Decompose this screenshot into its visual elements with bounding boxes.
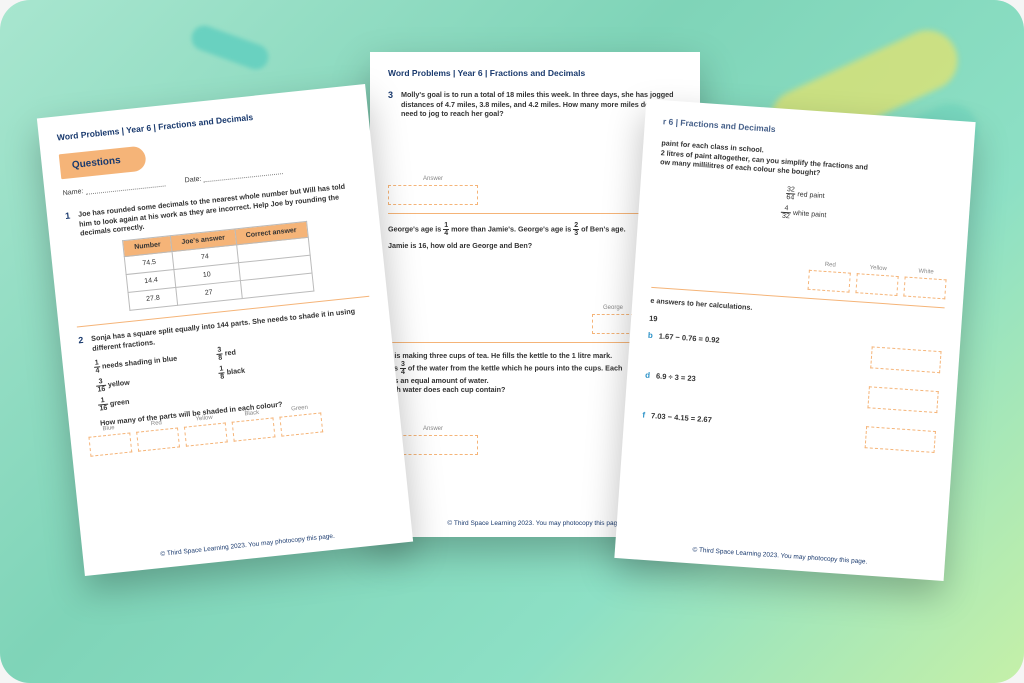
page-footer: © Third Space Learning 2023. You may pho… bbox=[615, 541, 945, 571]
answer-box: Yellow bbox=[855, 273, 898, 296]
questions-heading: Questions bbox=[59, 145, 147, 179]
answer-box: Green bbox=[279, 413, 323, 437]
worksheet-page-1: Word Problems | Year 6 | Fractions and D… bbox=[37, 84, 413, 576]
decorative-blob bbox=[188, 22, 272, 73]
worksheet-page-3: r 6 | Fractions and Decimals paint for e… bbox=[614, 99, 975, 581]
question-text: Sonja has a square split equally into 14… bbox=[91, 305, 380, 428]
question-number: 1 bbox=[65, 211, 73, 241]
answer-box: George bbox=[592, 314, 634, 334]
answer-box: Answer bbox=[388, 185, 478, 205]
answer-box: Blue bbox=[88, 433, 132, 457]
rounding-table: Number Joe's answer Correct answer 74.57… bbox=[123, 221, 315, 311]
question-number: 2 bbox=[78, 335, 93, 429]
page-header: Word Problems | Year 6 | Fractions and D… bbox=[56, 102, 349, 143]
answer-box bbox=[865, 426, 936, 453]
preview-canvas: Word Problems | Year 6 | Fractions and D… bbox=[0, 0, 1024, 683]
page-header: Word Problems | Year 6 | Fractions and D… bbox=[388, 68, 682, 78]
question-text: Molly's goal is to run a total of 18 mil… bbox=[401, 90, 682, 119]
answer-box: Red bbox=[136, 428, 180, 452]
answer-box bbox=[870, 346, 941, 373]
answer-box: Black bbox=[232, 418, 276, 442]
answer-box: Red bbox=[808, 270, 851, 293]
page-footer: © Third Space Learning 2023. You may pho… bbox=[83, 525, 412, 566]
answer-box bbox=[867, 386, 938, 413]
answer-box: White bbox=[903, 277, 946, 300]
question-number: 3 bbox=[388, 90, 393, 119]
answer-box: Yellow bbox=[184, 423, 228, 447]
